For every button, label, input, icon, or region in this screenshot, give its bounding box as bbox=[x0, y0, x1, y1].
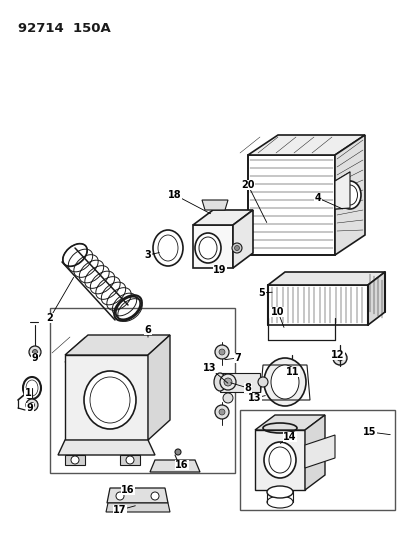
Polygon shape bbox=[254, 430, 304, 490]
Polygon shape bbox=[202, 200, 228, 210]
Circle shape bbox=[214, 345, 228, 359]
Circle shape bbox=[234, 246, 239, 251]
Text: 14: 14 bbox=[282, 432, 296, 442]
Text: 6: 6 bbox=[144, 325, 151, 335]
Polygon shape bbox=[106, 503, 170, 512]
Text: 1: 1 bbox=[24, 388, 31, 398]
Polygon shape bbox=[150, 460, 199, 472]
Ellipse shape bbox=[214, 373, 225, 391]
Text: 8: 8 bbox=[244, 383, 251, 393]
Circle shape bbox=[26, 399, 38, 411]
Text: 10: 10 bbox=[271, 307, 284, 317]
Polygon shape bbox=[334, 172, 349, 209]
Polygon shape bbox=[107, 488, 168, 503]
Circle shape bbox=[336, 355, 342, 361]
Text: 18: 18 bbox=[168, 190, 181, 200]
Ellipse shape bbox=[271, 365, 298, 399]
Text: 9: 9 bbox=[26, 403, 33, 413]
Circle shape bbox=[231, 243, 242, 253]
Text: 13: 13 bbox=[203, 363, 216, 373]
Circle shape bbox=[218, 349, 224, 355]
Text: 12: 12 bbox=[330, 350, 344, 360]
Ellipse shape bbox=[263, 358, 305, 406]
Text: 2: 2 bbox=[47, 313, 53, 323]
Polygon shape bbox=[267, 272, 384, 285]
Polygon shape bbox=[192, 225, 233, 268]
Polygon shape bbox=[147, 335, 170, 440]
Text: 20: 20 bbox=[241, 180, 254, 190]
Circle shape bbox=[257, 377, 267, 387]
Text: 4: 4 bbox=[314, 193, 320, 203]
Polygon shape bbox=[334, 135, 364, 255]
Circle shape bbox=[126, 456, 134, 464]
Polygon shape bbox=[247, 135, 364, 155]
Circle shape bbox=[214, 405, 228, 419]
Text: 7: 7 bbox=[234, 353, 241, 363]
Circle shape bbox=[288, 365, 294, 371]
Ellipse shape bbox=[266, 486, 292, 498]
Polygon shape bbox=[65, 335, 170, 355]
Text: 16: 16 bbox=[175, 460, 188, 470]
Circle shape bbox=[332, 351, 346, 365]
Polygon shape bbox=[219, 373, 259, 392]
Circle shape bbox=[284, 361, 298, 375]
Circle shape bbox=[29, 346, 41, 358]
Circle shape bbox=[218, 409, 224, 415]
Circle shape bbox=[223, 393, 233, 403]
Text: 11: 11 bbox=[285, 367, 299, 377]
Polygon shape bbox=[267, 285, 367, 325]
Circle shape bbox=[33, 350, 38, 354]
Ellipse shape bbox=[84, 371, 136, 429]
Text: 16: 16 bbox=[121, 485, 134, 495]
Polygon shape bbox=[367, 272, 384, 325]
Text: 13: 13 bbox=[248, 393, 261, 403]
Circle shape bbox=[151, 492, 159, 500]
Circle shape bbox=[219, 374, 235, 390]
Polygon shape bbox=[304, 415, 324, 490]
Polygon shape bbox=[233, 210, 252, 268]
Polygon shape bbox=[58, 440, 154, 455]
Bar bbox=[240, 410, 394, 510]
Ellipse shape bbox=[342, 185, 357, 205]
Text: 92714  150A: 92714 150A bbox=[18, 22, 111, 35]
Ellipse shape bbox=[263, 442, 295, 478]
Polygon shape bbox=[304, 435, 334, 468]
Text: 3: 3 bbox=[144, 250, 151, 260]
Polygon shape bbox=[65, 455, 85, 465]
Polygon shape bbox=[65, 355, 147, 440]
Ellipse shape bbox=[195, 233, 221, 263]
Circle shape bbox=[223, 378, 231, 386]
Circle shape bbox=[116, 492, 124, 500]
Ellipse shape bbox=[338, 181, 360, 209]
Text: 19: 19 bbox=[213, 265, 226, 275]
Polygon shape bbox=[192, 210, 252, 225]
Text: 5: 5 bbox=[258, 288, 265, 298]
Circle shape bbox=[71, 456, 79, 464]
Circle shape bbox=[29, 402, 34, 408]
Polygon shape bbox=[254, 415, 324, 430]
Polygon shape bbox=[120, 455, 140, 465]
Circle shape bbox=[175, 449, 180, 455]
Bar bbox=[50, 308, 235, 473]
Text: 15: 15 bbox=[362, 427, 376, 437]
Text: 9: 9 bbox=[31, 353, 38, 363]
Polygon shape bbox=[247, 155, 334, 255]
Ellipse shape bbox=[199, 237, 216, 259]
Text: 17: 17 bbox=[113, 505, 126, 515]
